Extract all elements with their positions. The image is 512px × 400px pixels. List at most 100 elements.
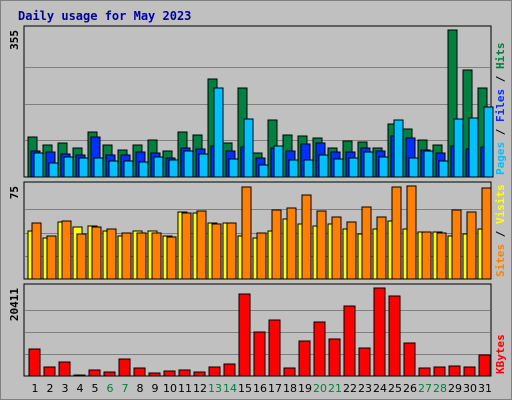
- bar-pages-day-13: [213, 87, 224, 178]
- bar-pages-day-17: [273, 145, 284, 178]
- bar-pages-day-26: [408, 157, 419, 178]
- bar-pages-day-6: [108, 160, 119, 178]
- bar-sites-day-22: [346, 221, 357, 280]
- day-label-24: 24: [373, 382, 387, 395]
- bar-sites-day-4: [76, 233, 87, 280]
- bar-sites-day-5: [91, 226, 102, 280]
- day-label-1: 1: [32, 382, 39, 395]
- day-label-28: 28: [433, 382, 447, 395]
- bar-kbytes-day-14: [223, 363, 236, 377]
- day-label-30: 30: [463, 382, 477, 395]
- day-label-8: 8: [137, 382, 144, 395]
- bar-sites-day-14: [226, 222, 237, 280]
- bar-sites-day-10: [166, 236, 177, 280]
- day-label-4: 4: [77, 382, 84, 395]
- bar-kbytes-day-4: [73, 374, 86, 377]
- bar-kbytes-day-30: [463, 366, 476, 377]
- day-label-2: 2: [47, 382, 54, 395]
- bar-kbytes-day-28: [433, 366, 446, 377]
- bar-pages-day-29: [453, 118, 464, 178]
- day-label-15: 15: [238, 382, 252, 395]
- max-label-hits_files_pages: 355: [8, 30, 21, 50]
- bar-pages-day-12: [198, 153, 209, 178]
- legend-entry-hits_files_pages-0: Pages: [494, 142, 507, 175]
- bar-pages-day-30: [468, 117, 479, 178]
- day-label-5: 5: [92, 382, 99, 395]
- day-label-16: 16: [253, 382, 267, 395]
- legend-entry-visits_sites-2: Visits: [494, 184, 507, 224]
- max-label-kbytes: 20411: [8, 288, 21, 321]
- bar-kbytes-day-5: [88, 369, 101, 377]
- bar-kbytes-day-15: [238, 293, 251, 377]
- bar-pages-day-11: [183, 150, 194, 178]
- bar-kbytes-day-2: [43, 366, 56, 377]
- legend-entry-hits_files_pages-3: /: [494, 69, 507, 89]
- bar-kbytes-day-19: [298, 340, 311, 377]
- bar-pages-day-9: [153, 156, 164, 178]
- bar-pages-day-22: [348, 157, 359, 178]
- bar-sites-day-21: [331, 216, 342, 280]
- bar-sites-day-16: [256, 232, 267, 280]
- bar-kbytes-day-6: [103, 371, 116, 377]
- bar-kbytes-day-18: [283, 367, 296, 377]
- bar-sites-day-23: [361, 206, 372, 280]
- bar-sites-day-29: [451, 209, 462, 280]
- legend-entry-hits_files_pages-1: /: [494, 122, 507, 142]
- day-label-7: 7: [122, 382, 129, 395]
- day-label-14: 14: [223, 382, 237, 395]
- bar-pages-day-16: [258, 164, 269, 178]
- bar-pages-day-25: [393, 119, 404, 178]
- legend-entry-visits_sites-0: Sites: [494, 244, 507, 277]
- day-label-10: 10: [163, 382, 177, 395]
- day-label-19: 19: [298, 382, 312, 395]
- bar-sites-day-8: [136, 232, 147, 280]
- legend-entry-kbytes-0: KBytes: [494, 334, 507, 374]
- day-label-12: 12: [193, 382, 207, 395]
- bar-pages-day-15: [243, 118, 254, 178]
- legend-entry-hits_files_pages-2: Files: [494, 89, 507, 122]
- bar-kbytes-day-22: [343, 305, 356, 377]
- bar-pages-day-24: [378, 156, 389, 178]
- bar-pages-day-14: [228, 158, 239, 178]
- bar-sites-day-28: [436, 232, 447, 280]
- bar-kbytes-day-12: [193, 371, 206, 377]
- legend-kbytes: KBytes: [494, 334, 507, 374]
- day-label-9: 9: [152, 382, 159, 395]
- day-label-21: 21: [328, 382, 342, 395]
- bar-pages-day-5: [93, 157, 104, 178]
- bar-sites-day-7: [121, 232, 132, 280]
- bar-kbytes-day-25: [388, 295, 401, 377]
- legend-visits_sites: Sites / Visits: [494, 184, 507, 277]
- bar-sites-day-11: [181, 212, 192, 280]
- bar-kbytes-day-23: [358, 347, 371, 377]
- max-label-visits_sites: 75: [8, 186, 21, 199]
- bar-sites-day-27: [421, 231, 432, 280]
- day-label-20: 20: [313, 382, 327, 395]
- bar-pages-day-1: [33, 152, 44, 178]
- day-label-29: 29: [448, 382, 462, 395]
- bar-sites-day-24: [376, 216, 387, 280]
- bar-kbytes-day-8: [133, 367, 146, 377]
- bar-kbytes-day-10: [163, 370, 176, 377]
- bar-kbytes-day-27: [418, 367, 431, 377]
- bar-sites-day-26: [406, 185, 417, 280]
- bar-kbytes-day-1: [28, 348, 41, 377]
- bar-kbytes-day-29: [448, 365, 461, 377]
- bar-pages-day-20: [318, 154, 329, 178]
- bar-sites-day-15: [241, 186, 252, 280]
- bar-pages-day-21: [333, 158, 344, 178]
- bar-sites-day-3: [61, 220, 72, 280]
- bar-pages-day-19: [303, 159, 314, 178]
- bar-sites-day-2: [46, 235, 57, 280]
- bar-sites-day-30: [466, 211, 477, 280]
- bar-sites-day-20: [316, 210, 327, 280]
- bar-sites-day-31: [481, 187, 492, 280]
- bar-kbytes-day-13: [208, 366, 221, 377]
- day-label-6: 6: [107, 382, 114, 395]
- bar-kbytes-day-26: [403, 342, 416, 377]
- bar-sites-day-13: [211, 223, 222, 280]
- bar-kbytes-day-21: [328, 338, 341, 377]
- bar-pages-day-23: [363, 151, 374, 178]
- bar-pages-day-2: [48, 162, 59, 178]
